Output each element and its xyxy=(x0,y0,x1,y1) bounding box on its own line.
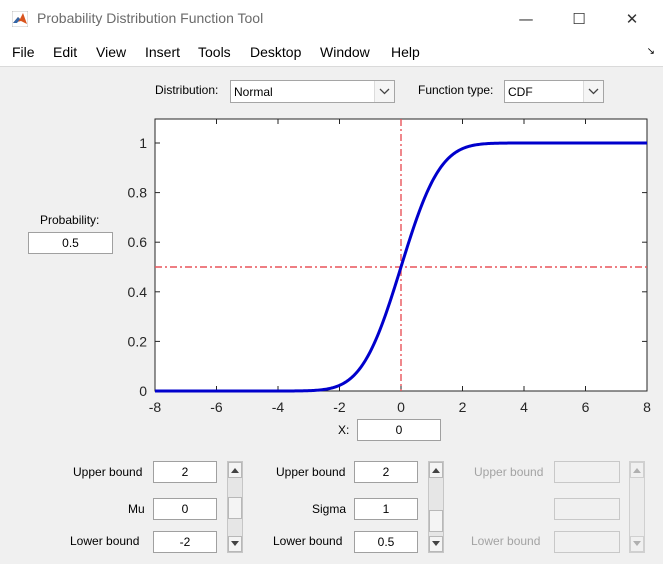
menu-bar: File Edit View Insert Tools Desktop Wind… xyxy=(0,38,663,67)
function-type-value: CDF xyxy=(508,85,533,99)
y-tick-label: 0.4 xyxy=(128,284,148,300)
sigma-lower-bound-label: Lower bound xyxy=(273,534,343,548)
menu-file[interactable]: File xyxy=(12,44,35,60)
sigma-slider[interactable] xyxy=(428,461,444,553)
arrow-up-icon xyxy=(633,468,641,473)
y-tick-label: 0.2 xyxy=(128,333,148,349)
param3-field xyxy=(554,498,620,520)
minimize-button[interactable]: — xyxy=(518,10,534,28)
menu-window[interactable]: Window xyxy=(320,44,370,60)
probability-label: Probability: xyxy=(40,213,100,227)
mu-lower-bound-label: Lower bound xyxy=(70,534,140,548)
probability-field[interactable]: 0.5 xyxy=(28,232,113,254)
sigma-slider-up-button[interactable] xyxy=(429,462,443,478)
chevron-down-icon xyxy=(379,88,390,95)
x-tick-label: 6 xyxy=(582,399,590,415)
title-bar: Probability Distribution Function Tool —… xyxy=(0,0,663,38)
menu-edit[interactable]: Edit xyxy=(53,44,78,60)
close-button[interactable]: ✕ xyxy=(625,10,639,28)
mu-upper-bound-label: Upper bound xyxy=(73,465,143,479)
chevron-down-icon xyxy=(588,88,599,95)
mu-lower-bound-field[interactable]: -2 xyxy=(153,531,217,553)
mu-slider-down-button[interactable] xyxy=(228,536,242,552)
x-tick-label: -2 xyxy=(333,399,346,415)
param3-slider-up-button xyxy=(630,462,644,478)
sigma-slider-down-button[interactable] xyxy=(429,536,443,552)
function-type-dropdown[interactable] xyxy=(583,81,603,102)
mu-label: Mu xyxy=(128,502,145,516)
arrow-down-icon xyxy=(432,541,440,546)
x-tick-label: 8 xyxy=(643,399,651,415)
param3-slider-down-button xyxy=(630,536,644,552)
x-tick-label: -4 xyxy=(272,399,285,415)
x-label: X: xyxy=(338,423,350,437)
distribution-dropdown[interactable] xyxy=(374,81,394,102)
x-tick-label: -8 xyxy=(149,399,162,415)
menu-desktop[interactable]: Desktop xyxy=(250,44,302,60)
menu-tools[interactable]: Tools xyxy=(198,44,231,60)
cdf-plot[interactable]: 0 0.2 0.4 0.6 0.8 1 -8 -6 -4 -2 0 2 4 6 8 xyxy=(0,67,663,427)
distribution-select[interactable]: Normal xyxy=(230,80,395,103)
sigma-upper-bound-label: Upper bound xyxy=(276,465,346,479)
distribution-label: Distribution: xyxy=(155,83,219,97)
y-tick-label: 1 xyxy=(139,135,147,151)
window-title: Probability Distribution Function Tool xyxy=(37,10,264,26)
mu-slider-thumb[interactable] xyxy=(228,497,242,519)
x-tick-label: 4 xyxy=(520,399,528,415)
sigma-upper-bound-field[interactable]: 2 xyxy=(354,461,418,483)
y-tick-label: 0.8 xyxy=(128,185,148,201)
x-field[interactable]: 0 xyxy=(357,419,441,441)
x-tick-label: 2 xyxy=(459,399,467,415)
sigma-field[interactable]: 1 xyxy=(354,498,418,520)
dock-arrow-icon[interactable]: ↘ xyxy=(646,46,655,57)
arrow-down-icon xyxy=(633,541,641,546)
sigma-lower-bound-field[interactable]: 0.5 xyxy=(354,531,418,553)
arrow-down-icon xyxy=(231,541,239,546)
function-type-label: Function type: xyxy=(418,83,494,97)
param3-lower-bound-field xyxy=(554,531,620,553)
function-type-select[interactable]: CDF xyxy=(504,80,604,103)
param3-upper-bound-field xyxy=(554,461,620,483)
y-tick-label: 0 xyxy=(139,383,147,399)
menu-view[interactable]: View xyxy=(96,44,127,60)
maximize-button[interactable]: ☐ xyxy=(572,10,586,28)
mu-field[interactable]: 0 xyxy=(153,498,217,520)
mu-slider[interactable] xyxy=(227,461,243,553)
param3-lower-bound-label: Lower bound xyxy=(471,534,541,548)
param3-slider xyxy=(629,461,645,553)
menu-insert[interactable]: Insert xyxy=(145,44,181,60)
mu-upper-bound-field[interactable]: 2 xyxy=(153,461,217,483)
sigma-label: Sigma xyxy=(312,502,347,516)
distribution-value: Normal xyxy=(234,85,273,99)
y-tick-label: 0.6 xyxy=(128,234,148,250)
sigma-slider-thumb[interactable] xyxy=(429,510,443,532)
arrow-up-icon xyxy=(231,468,239,473)
param3-upper-bound-label: Upper bound xyxy=(474,465,544,479)
arrow-up-icon xyxy=(432,468,440,473)
tool-content: Distribution: Normal Function type: CDF … xyxy=(0,67,663,564)
menu-help[interactable]: Help xyxy=(391,44,420,60)
matlab-icon xyxy=(12,11,28,27)
x-tick-label: 0 xyxy=(397,399,405,415)
x-tick-label: -6 xyxy=(210,399,223,415)
mu-slider-up-button[interactable] xyxy=(228,462,242,478)
cdf-curve xyxy=(155,141,647,393)
